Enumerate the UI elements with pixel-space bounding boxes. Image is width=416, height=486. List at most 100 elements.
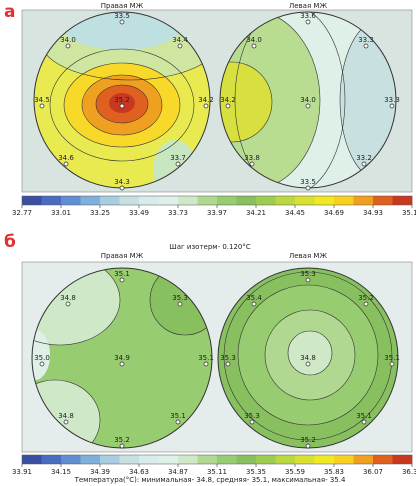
colorbar-cell xyxy=(256,196,276,205)
thermal-map xyxy=(218,268,398,448)
point-value: 33.7 xyxy=(170,154,186,162)
point-value: 35.2 xyxy=(114,436,130,444)
colorbar-cell xyxy=(178,455,198,464)
measure-point xyxy=(119,103,125,109)
colorbar-cell xyxy=(295,196,315,205)
point-value: 35.0 xyxy=(34,354,50,362)
colorbar-cell xyxy=(236,196,257,205)
point-value: 34.5 xyxy=(34,96,50,104)
colorbar-cell xyxy=(80,455,101,464)
colorbar-cell xyxy=(158,455,179,464)
measure-point xyxy=(249,161,255,167)
map-title: Правая МЖ xyxy=(101,252,144,260)
measure-point xyxy=(251,301,257,307)
colorbar-tick-label: 32.77 xyxy=(12,209,32,217)
point-value: 35.1 xyxy=(170,412,186,420)
colorbar-cell xyxy=(139,455,159,464)
colorbar-cell xyxy=(236,455,257,464)
measure-point xyxy=(63,419,69,425)
measure-point xyxy=(119,185,125,191)
map-title: Правая МЖ xyxy=(101,2,144,10)
point-value: 34.2 xyxy=(220,96,236,104)
measure-point xyxy=(363,43,369,49)
point-value: 35.1 xyxy=(114,270,130,278)
point-value: 35.2 xyxy=(114,96,130,104)
measure-point xyxy=(225,361,231,367)
point-value: 35.4 xyxy=(246,294,262,302)
measure-point xyxy=(305,103,311,109)
point-value: 34.8 xyxy=(60,294,76,302)
measure-point xyxy=(305,277,311,283)
colorbar-tick-label: 36.07 xyxy=(363,468,383,476)
colorbar-cell xyxy=(256,455,276,464)
colorbar-tick-label: 34.63 xyxy=(129,468,149,476)
point-value: 34.0 xyxy=(246,36,262,44)
colorbar-cell xyxy=(275,196,296,205)
point-value: 35.3 xyxy=(220,354,236,362)
measure-point xyxy=(389,361,395,367)
colorbar-cell xyxy=(197,455,218,464)
measure-point xyxy=(175,161,181,167)
point-value: 34.9 xyxy=(114,354,130,362)
colorbar-tick-label: 34.87 xyxy=(168,468,188,476)
point-value: 34.2 xyxy=(198,96,214,104)
measure-point xyxy=(361,161,367,167)
measure-point xyxy=(305,19,311,25)
colorbar-cell xyxy=(373,196,393,205)
colorbar-cell xyxy=(373,455,393,464)
colorbar-cell xyxy=(392,455,413,464)
colorbar-tick-label: 33.49 xyxy=(129,209,149,217)
colorbar-cell xyxy=(100,455,120,464)
measure-point xyxy=(251,43,257,49)
point-value: 33.2 xyxy=(356,154,372,162)
measure-point xyxy=(177,301,183,307)
colorbar-cell xyxy=(158,196,179,205)
point-value: 35.3 xyxy=(244,412,260,420)
colorbar-tick-label: 35.11 xyxy=(207,468,227,476)
measure-point xyxy=(305,443,311,449)
measure-point xyxy=(361,419,367,425)
point-value: 34.0 xyxy=(60,36,76,44)
map-title: Левая МЖ xyxy=(289,252,327,260)
colorbar-cell xyxy=(139,196,159,205)
colorbar-tick-label: 34.69 xyxy=(324,209,344,217)
measure-point xyxy=(305,185,311,191)
point-value: 33.5 xyxy=(300,178,316,186)
measure-point xyxy=(65,301,71,307)
point-value: 34.6 xyxy=(58,154,74,162)
measure-point xyxy=(305,361,311,367)
measure-point xyxy=(119,19,125,25)
measure-point xyxy=(175,419,181,425)
measure-point xyxy=(177,43,183,49)
panel-letter: б xyxy=(4,232,16,252)
colorbar-tick-label: 36.31 xyxy=(402,468,416,476)
caption: Температура(°С): минимальная- 34.8, сред… xyxy=(74,476,346,484)
colorbar-cell xyxy=(275,455,296,464)
point-value: 33.5 xyxy=(114,12,130,20)
colorbar-cell xyxy=(22,196,42,205)
colorbar-cell xyxy=(61,455,81,464)
colorbar-tick-label: 35.35 xyxy=(246,468,266,476)
point-value: 35.2 xyxy=(300,436,316,444)
point-value: 33.6 xyxy=(300,12,316,20)
colorbar-cell xyxy=(119,455,140,464)
colorbar-tick-label: 33.25 xyxy=(90,209,110,217)
point-value: 35.1 xyxy=(198,354,214,362)
colorbar-tick-label: 34.21 xyxy=(246,209,266,217)
colorbar-cell xyxy=(178,196,198,205)
map-title: Левая МЖ xyxy=(289,2,327,10)
colorbar-cell xyxy=(295,455,315,464)
colorbar-cell xyxy=(353,455,374,464)
point-value: 35.2 xyxy=(358,294,374,302)
colorbar-tick-label: 35.59 xyxy=(285,468,305,476)
measure-point xyxy=(39,103,45,109)
measure-point xyxy=(39,361,45,367)
measure-point xyxy=(249,419,255,425)
colorbar-cell xyxy=(392,196,413,205)
colorbar-tick-label: 34.15 xyxy=(51,468,71,476)
colorbar-tick-label: 33.97 xyxy=(207,209,227,217)
point-value: 33.8 xyxy=(244,154,260,162)
measure-point xyxy=(65,43,71,49)
colorbar-cell xyxy=(61,196,81,205)
